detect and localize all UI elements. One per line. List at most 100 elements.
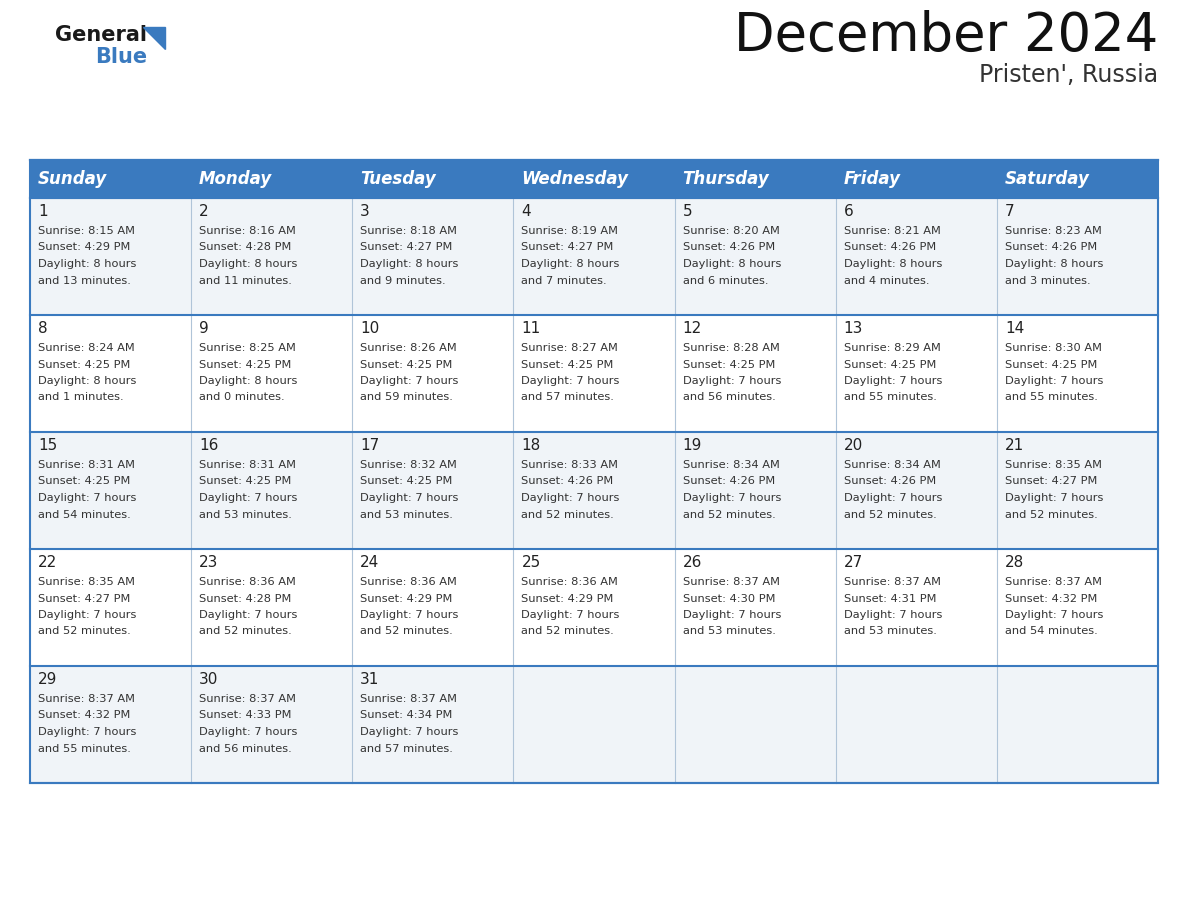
Text: Daylight: 8 hours: Daylight: 8 hours	[38, 259, 137, 269]
Text: Daylight: 7 hours: Daylight: 7 hours	[843, 493, 942, 503]
Text: and 56 minutes.: and 56 minutes.	[200, 744, 292, 754]
Text: and 52 minutes.: and 52 minutes.	[200, 626, 292, 636]
Text: 2: 2	[200, 204, 209, 219]
Text: and 52 minutes.: and 52 minutes.	[843, 509, 936, 520]
Text: Sunrise: 8:33 AM: Sunrise: 8:33 AM	[522, 460, 619, 470]
Text: Sunrise: 8:37 AM: Sunrise: 8:37 AM	[200, 694, 296, 704]
Text: and 57 minutes.: and 57 minutes.	[522, 393, 614, 402]
Text: 22: 22	[38, 555, 57, 570]
Text: Sunset: 4:26 PM: Sunset: 4:26 PM	[683, 242, 775, 252]
Text: Sunrise: 8:34 AM: Sunrise: 8:34 AM	[843, 460, 941, 470]
Bar	[30, 432, 1158, 549]
Text: Sunset: 4:29 PM: Sunset: 4:29 PM	[38, 242, 131, 252]
Text: 7: 7	[1005, 204, 1015, 219]
Text: 18: 18	[522, 438, 541, 453]
Text: Sunset: 4:33 PM: Sunset: 4:33 PM	[200, 711, 291, 721]
Text: Monday: Monday	[200, 170, 272, 188]
Text: Sunrise: 8:16 AM: Sunrise: 8:16 AM	[200, 226, 296, 236]
Text: Daylight: 7 hours: Daylight: 7 hours	[360, 493, 459, 503]
Text: and 52 minutes.: and 52 minutes.	[522, 509, 614, 520]
Text: Sunset: 4:26 PM: Sunset: 4:26 PM	[683, 476, 775, 487]
Text: 31: 31	[360, 672, 380, 687]
Text: Sunrise: 8:25 AM: Sunrise: 8:25 AM	[200, 343, 296, 353]
Text: Sunset: 4:25 PM: Sunset: 4:25 PM	[683, 360, 775, 370]
Text: Daylight: 8 hours: Daylight: 8 hours	[683, 259, 781, 269]
Text: Daylight: 7 hours: Daylight: 7 hours	[683, 610, 781, 620]
Text: Sunrise: 8:37 AM: Sunrise: 8:37 AM	[1005, 577, 1101, 587]
Text: 23: 23	[200, 555, 219, 570]
Text: Daylight: 8 hours: Daylight: 8 hours	[1005, 259, 1104, 269]
Text: Sunrise: 8:24 AM: Sunrise: 8:24 AM	[38, 343, 134, 353]
Text: and 3 minutes.: and 3 minutes.	[1005, 275, 1091, 285]
Text: 11: 11	[522, 321, 541, 336]
Text: Daylight: 7 hours: Daylight: 7 hours	[360, 610, 459, 620]
Text: Daylight: 7 hours: Daylight: 7 hours	[200, 610, 297, 620]
Bar	[353, 160, 513, 198]
Bar	[30, 549, 1158, 666]
Text: Daylight: 7 hours: Daylight: 7 hours	[1005, 610, 1104, 620]
Bar	[30, 315, 1158, 432]
Text: Sunset: 4:25 PM: Sunset: 4:25 PM	[1005, 360, 1098, 370]
Text: Daylight: 7 hours: Daylight: 7 hours	[522, 376, 620, 386]
Text: and 53 minutes.: and 53 minutes.	[683, 626, 776, 636]
Bar	[997, 160, 1158, 198]
Text: and 52 minutes.: and 52 minutes.	[38, 626, 131, 636]
Text: Daylight: 7 hours: Daylight: 7 hours	[360, 376, 459, 386]
Text: Friday: Friday	[843, 170, 901, 188]
Text: 8: 8	[38, 321, 48, 336]
Text: Sunrise: 8:34 AM: Sunrise: 8:34 AM	[683, 460, 779, 470]
Text: 19: 19	[683, 438, 702, 453]
Bar	[191, 160, 353, 198]
Text: 29: 29	[38, 672, 57, 687]
Bar	[30, 160, 1158, 783]
Text: Sunset: 4:27 PM: Sunset: 4:27 PM	[522, 242, 614, 252]
Text: Daylight: 8 hours: Daylight: 8 hours	[522, 259, 620, 269]
Text: 28: 28	[1005, 555, 1024, 570]
Text: and 9 minutes.: and 9 minutes.	[360, 275, 446, 285]
Text: Sunrise: 8:31 AM: Sunrise: 8:31 AM	[200, 460, 296, 470]
Text: Sunrise: 8:23 AM: Sunrise: 8:23 AM	[1005, 226, 1101, 236]
Text: and 4 minutes.: and 4 minutes.	[843, 275, 929, 285]
Text: 10: 10	[360, 321, 379, 336]
Text: Daylight: 8 hours: Daylight: 8 hours	[38, 376, 137, 386]
Text: Sunrise: 8:37 AM: Sunrise: 8:37 AM	[843, 577, 941, 587]
Text: and 57 minutes.: and 57 minutes.	[360, 744, 453, 754]
Text: and 52 minutes.: and 52 minutes.	[522, 626, 614, 636]
Text: 20: 20	[843, 438, 862, 453]
Text: 26: 26	[683, 555, 702, 570]
Text: Sunset: 4:25 PM: Sunset: 4:25 PM	[522, 360, 614, 370]
Text: Sunrise: 8:36 AM: Sunrise: 8:36 AM	[522, 577, 618, 587]
Text: 16: 16	[200, 438, 219, 453]
Text: Thursday: Thursday	[683, 170, 770, 188]
Text: Daylight: 8 hours: Daylight: 8 hours	[360, 259, 459, 269]
Text: and 52 minutes.: and 52 minutes.	[360, 626, 453, 636]
Text: Sunset: 4:28 PM: Sunset: 4:28 PM	[200, 594, 291, 603]
Text: and 54 minutes.: and 54 minutes.	[1005, 626, 1098, 636]
Text: Saturday: Saturday	[1005, 170, 1089, 188]
Text: Daylight: 7 hours: Daylight: 7 hours	[522, 610, 620, 620]
Bar	[835, 160, 997, 198]
Text: and 0 minutes.: and 0 minutes.	[200, 393, 285, 402]
Text: and 13 minutes.: and 13 minutes.	[38, 275, 131, 285]
Text: Sunset: 4:25 PM: Sunset: 4:25 PM	[38, 360, 131, 370]
Text: Sunset: 4:29 PM: Sunset: 4:29 PM	[360, 594, 453, 603]
Text: 27: 27	[843, 555, 862, 570]
Text: 21: 21	[1005, 438, 1024, 453]
Text: Sunrise: 8:32 AM: Sunrise: 8:32 AM	[360, 460, 457, 470]
Text: and 56 minutes.: and 56 minutes.	[683, 393, 776, 402]
Text: Sunset: 4:26 PM: Sunset: 4:26 PM	[843, 476, 936, 487]
Text: Sunrise: 8:15 AM: Sunrise: 8:15 AM	[38, 226, 135, 236]
Text: Daylight: 7 hours: Daylight: 7 hours	[1005, 376, 1104, 386]
Text: Sunrise: 8:37 AM: Sunrise: 8:37 AM	[360, 694, 457, 704]
Text: Tuesday: Tuesday	[360, 170, 436, 188]
Bar	[30, 666, 1158, 783]
Text: Daylight: 7 hours: Daylight: 7 hours	[1005, 493, 1104, 503]
Text: Daylight: 7 hours: Daylight: 7 hours	[683, 493, 781, 503]
Text: General: General	[55, 25, 147, 45]
Text: Daylight: 8 hours: Daylight: 8 hours	[200, 259, 297, 269]
Text: and 7 minutes.: and 7 minutes.	[522, 275, 607, 285]
Text: Sunset: 4:26 PM: Sunset: 4:26 PM	[843, 242, 936, 252]
Text: and 52 minutes.: and 52 minutes.	[683, 509, 776, 520]
Text: and 53 minutes.: and 53 minutes.	[843, 626, 936, 636]
Text: Blue: Blue	[95, 47, 147, 67]
